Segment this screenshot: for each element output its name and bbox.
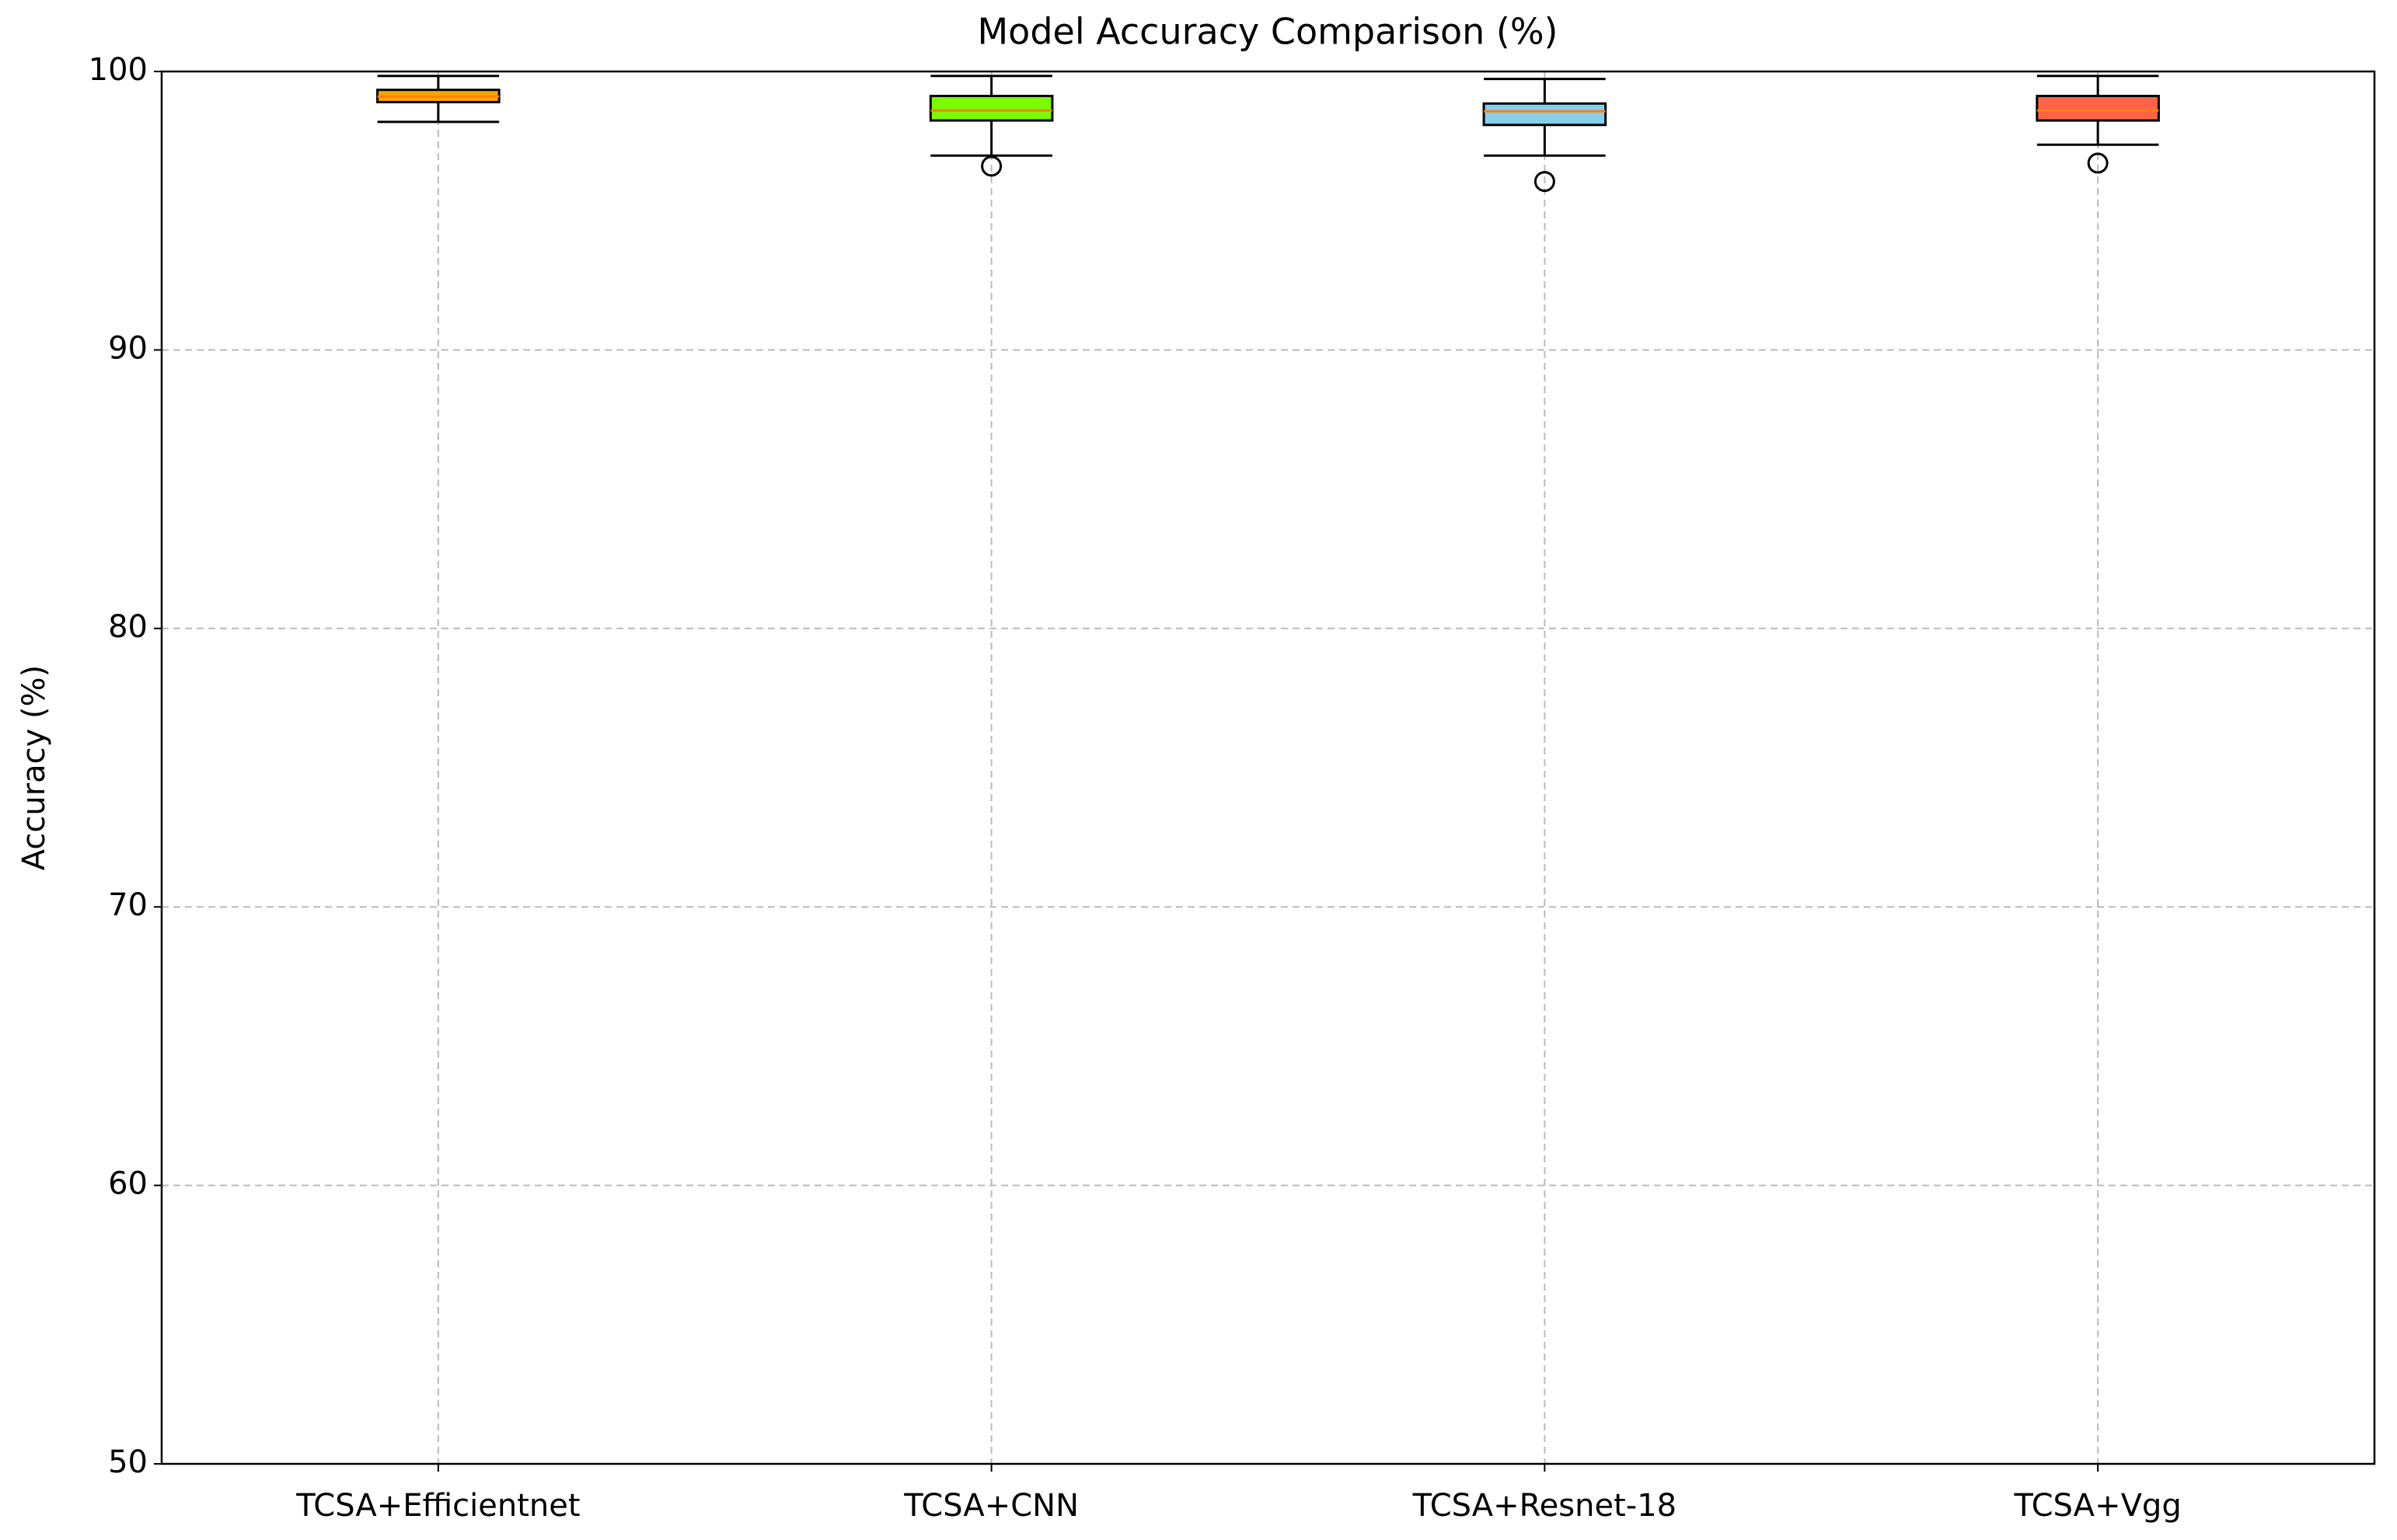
x-tick-label: TCSA+Vgg [2014,1488,2182,1524]
box [929,95,1054,122]
box [1482,102,1607,127]
x-tick-label: TCSA+Efficientnet [295,1488,580,1524]
chart-title: Model Accuracy Comparison (%) [977,11,1558,53]
y-tick-label: 80 [108,609,148,645]
y-axis-label: Accuracy (%) [16,665,52,871]
flier [1533,171,1555,193]
x-tick-label: TCSA+Resnet-18 [1412,1488,1677,1524]
y-tick-label: 70 [108,887,148,923]
y-tick-label: 50 [108,1444,148,1480]
flier [981,155,1003,177]
y-tick-label: 90 [108,330,148,366]
y-tick-label: 60 [108,1166,148,1202]
plot-frame [160,70,2376,1465]
y-tick-label: 100 [89,52,148,88]
x-tick-label: TCSA+CNN [903,1488,1079,1524]
box [2036,95,2160,122]
flier [2087,152,2109,174]
